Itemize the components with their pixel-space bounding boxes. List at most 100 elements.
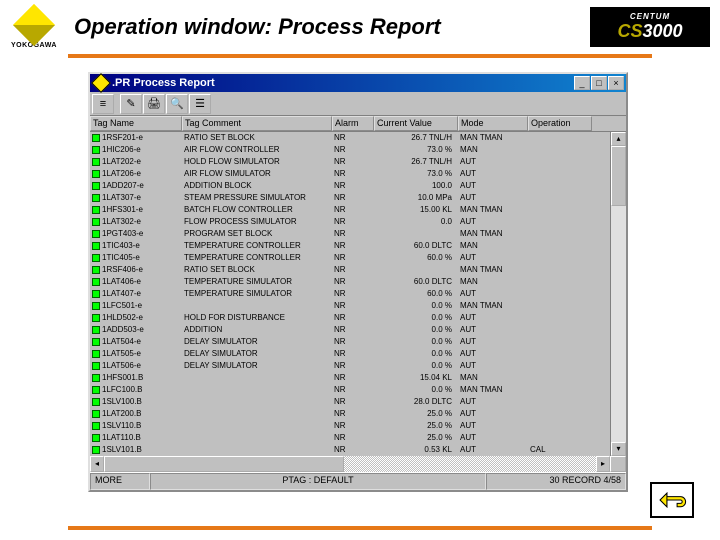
table-row[interactable]: 1LAT505-eDELAY SIMULATORNR0.0 %AUT [90,348,610,360]
grid-body[interactable]: 1RSF201-eRATIO SET BLOCKNR26.7 TNL/HMAN … [90,132,610,456]
cell: 1HFS301-e [90,204,182,216]
cell: NR [332,168,374,180]
column-header[interactable]: Operation [528,116,592,131]
scroll-track[interactable] [611,206,626,442]
cell: 15.04 KL [374,372,458,384]
scroll-down-button[interactable]: ▾ [611,442,626,456]
table-row[interactable]: 1LAT302-eFLOW PROCESS SIMULATORNR0.0AUT [90,216,610,228]
tool-edit-icon[interactable]: ✎ [120,94,142,114]
status-square-icon [92,362,100,370]
cell: 1LAT504-e [90,336,182,348]
table-row[interactable]: 1SLV100.BNR28.0 DLTCAUT [90,396,610,408]
table-row[interactable]: 1HIC206-eAIR FLOW CONTROLLERNR73.0 %MAN [90,144,610,156]
cell: NR [332,204,374,216]
cell: 60.0 % [374,288,458,300]
cell: 1LAT302-e [90,216,182,228]
vertical-scrollbar[interactable]: ▴ ▾ [610,132,626,456]
status-square-icon [92,338,100,346]
cell: HOLD FLOW SIMULATOR [182,156,332,168]
scroll-left-button[interactable]: ◂ [90,456,104,472]
cell: ADDITION [182,324,332,336]
scroll-up-button[interactable]: ▴ [611,132,626,146]
cell [528,372,592,384]
column-header[interactable]: Tag Name [90,116,182,131]
table-row[interactable]: 1LAT206-eAIR FLOW SIMULATORNR73.0 %AUT [90,168,610,180]
cell: 1HFS001.B [90,372,182,384]
cell: 1LAT505-e [90,348,182,360]
table-row[interactable]: 1ADD503-eADDITIONNR0.0 %AUT [90,324,610,336]
tool-search-icon[interactable]: 🔍 [166,94,188,114]
table-row[interactable]: 1HFS301-eBATCH FLOW CONTROLLERNR15.00 KL… [90,204,610,216]
cell [528,156,592,168]
table-row[interactable]: 1LAT200.BNR25.0 %AUT [90,408,610,420]
cell: AUT [458,396,528,408]
cell: NR [332,300,374,312]
cell: NR [332,132,374,144]
cell: NR [332,216,374,228]
centum-text: CENTUM [630,12,670,21]
column-header[interactable]: Current Value [374,116,458,131]
cell: MAN [458,144,528,156]
table-row[interactable]: 1TIC403-eTEMPERATURE CONTROLLERNR60.0 DL… [90,240,610,252]
table-row[interactable]: 1LFC501-eNR0.0 %MAN TMAN [90,300,610,312]
close-button[interactable]: × [608,76,624,90]
tool-menu-icon[interactable]: ≡ [92,94,114,114]
cs-text: CS [617,21,642,42]
table-row[interactable]: 1HLD502-eHOLD FOR DISTURBANCENR0.0 %AUT [90,312,610,324]
table-row[interactable]: 1RSF201-eRATIO SET BLOCKNR26.7 TNL/HMAN … [90,132,610,144]
scroll-thumb[interactable] [611,146,626,206]
return-button[interactable] [650,482,694,518]
cell: AUT [458,216,528,228]
cell: AUT [458,408,528,420]
table-row[interactable]: 1LAT110.BNR25.0 %AUT [90,432,610,444]
toolbar: ≡ ✎ 🖨 🔍 ☰ [90,92,626,116]
status-square-icon [92,134,100,142]
cell: 25.0 % [374,420,458,432]
status-square-icon [92,350,100,358]
cell [528,180,592,192]
bottom-rule [68,526,652,530]
table-row[interactable]: 1RSF406-eRATIO SET BLOCKNRMAN TMAN [90,264,610,276]
column-header[interactable]: Alarm [332,116,374,131]
table-row[interactable]: 1LAT504-eDELAY SIMULATORNR0.0 %AUT [90,336,610,348]
maximize-button[interactable]: □ [591,76,607,90]
table-row[interactable]: 1LAT307-eSTEAM PRESSURE SIMULATORNR10.0 … [90,192,610,204]
cell: 73.0 % [374,168,458,180]
hscroll-thumb[interactable] [104,456,344,472]
table-row[interactable]: 1LAT407-eTEMPERATURE SIMULATORNR60.0 %AU… [90,288,610,300]
table-row[interactable]: 1PGT403-ePROGRAM SET BLOCKNRMAN TMAN [90,228,610,240]
cell: MAN TMAN [458,300,528,312]
table-row[interactable]: 1LAT506-eDELAY SIMULATORNR0.0 %AUT [90,360,610,372]
column-header[interactable]: Tag Comment [182,116,332,131]
table-row[interactable]: 1LAT406-eTEMPERATURE SIMULATORNR60.0 DLT… [90,276,610,288]
titlebar[interactable]: .PR Process Report _ □ × [90,74,626,92]
cell: NR [332,228,374,240]
status-square-icon [92,230,100,238]
horizontal-scrollbar[interactable]: ◂ ▸ [90,456,610,472]
cell: MAN TMAN [458,384,528,396]
table-row[interactable]: 1LAT202-eHOLD FLOW SIMULATORNR26.7 TNL/H… [90,156,610,168]
cell: RATIO SET BLOCK [182,264,332,276]
scroll-right-button[interactable]: ▸ [596,456,610,472]
status-square-icon [92,182,100,190]
cell [528,204,592,216]
tool-list-icon[interactable]: ☰ [189,94,211,114]
cell: DELAY SIMULATOR [182,348,332,360]
cell: AUT [458,156,528,168]
table-row[interactable]: 1ADD207-eADDITION BLOCKNR100.0AUT [90,180,610,192]
cell [528,168,592,180]
table-row[interactable]: 1TIC405-eTEMPERATURE CONTROLLERNR60.0 %A… [90,252,610,264]
column-header[interactable]: Mode [458,116,528,131]
cell: 1LAT202-e [90,156,182,168]
cell [528,132,592,144]
table-row[interactable]: 1HFS001.BNR15.04 KLMAN [90,372,610,384]
cell: 26.7 TNL/H [374,132,458,144]
table-row[interactable]: 1SLV110.BNR25.0 %AUT [90,420,610,432]
hscroll-track[interactable] [344,456,596,472]
table-row[interactable]: 1SLV101.BNR0.53 KLAUTCAL [90,444,610,456]
table-row[interactable]: 1LFC100.BNR0.0 %MAN TMAN [90,384,610,396]
status-square-icon [92,422,100,430]
tool-print-icon[interactable]: 🖨 [143,94,165,114]
minimize-button[interactable]: _ [574,76,590,90]
cell: 28.0 DLTC [374,396,458,408]
